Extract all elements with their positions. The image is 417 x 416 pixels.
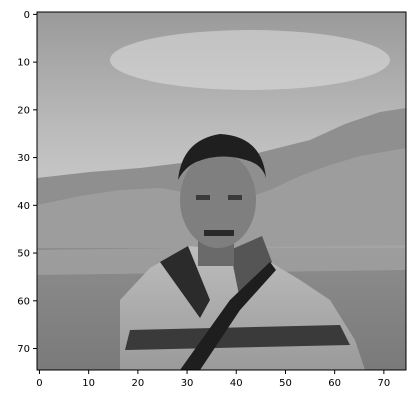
strap (180, 262, 276, 370)
y-tick-label: 20 (17, 105, 30, 116)
x-tick-label: 50 (279, 378, 292, 389)
y-tick-label: 70 (17, 344, 30, 355)
y-tick-label: 10 (17, 58, 30, 69)
eye-right (228, 195, 242, 200)
mustache (204, 230, 234, 236)
collar-right (230, 236, 272, 300)
image-plot-area (37, 12, 406, 370)
y-tick-label: 60 (17, 296, 30, 307)
y-tick-label: 50 (17, 249, 30, 260)
eye-left (196, 195, 210, 200)
x-tick-label: 30 (181, 378, 194, 389)
x-tick-label: 60 (328, 378, 341, 389)
y-tick-label: 30 (17, 153, 30, 164)
x-tick-label: 70 (377, 378, 390, 389)
x-tick-label: 40 (230, 378, 243, 389)
hair (178, 134, 266, 180)
jacket-band (125, 325, 350, 350)
y-tick-label: 40 (17, 201, 30, 212)
x-axis-ticks: 0 10 20 30 40 50 60 70 (36, 370, 390, 389)
collar-dark (160, 246, 210, 318)
x-tick-label: 20 (131, 378, 144, 389)
y-axis-ticks: 0 10 20 30 40 50 60 70 (17, 10, 37, 355)
face (180, 152, 256, 248)
axes-frame (36, 11, 407, 371)
y-tick-label: 0 (24, 10, 30, 21)
x-tick-label: 0 (36, 378, 42, 389)
cloud-highlight (110, 30, 390, 90)
x-tick-label: 10 (82, 378, 95, 389)
